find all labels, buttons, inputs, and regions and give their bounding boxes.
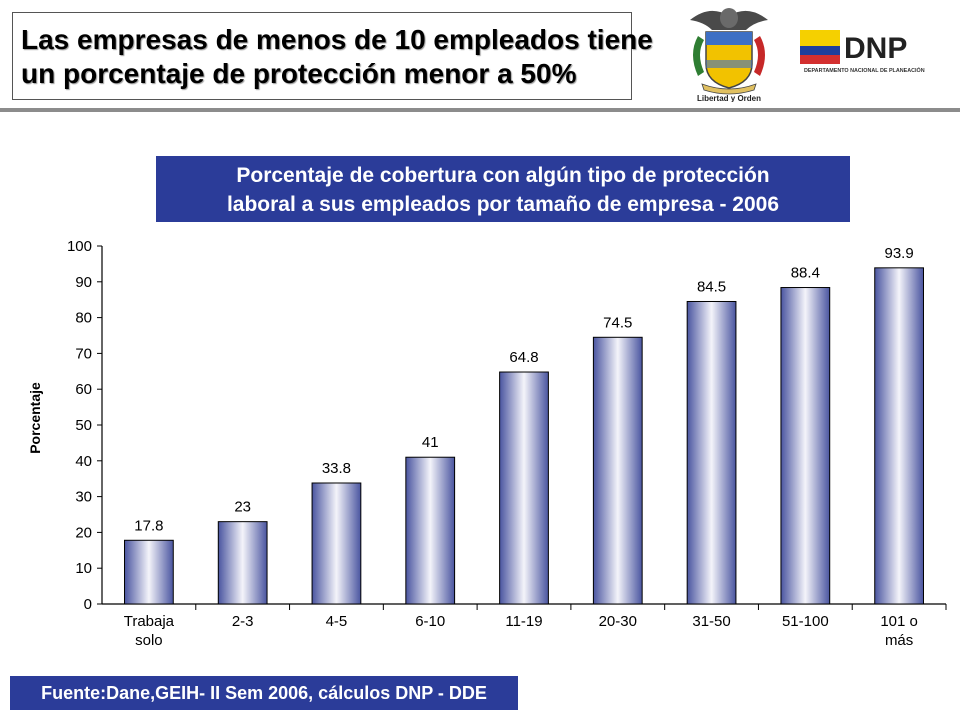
x-tick-label: 20-30 (599, 613, 637, 630)
y-axis-label: Porcentaje (27, 382, 43, 454)
data-label: 93.9 (885, 245, 914, 262)
title-box: Las empresas de menos de 10 empleados ti… (12, 12, 653, 100)
bar (686, 300, 737, 605)
chart-title-line-2: laboral a sus empleados por tamaño de em… (226, 193, 780, 216)
header-divider (0, 108, 960, 112)
data-label: 88.4 (791, 265, 820, 282)
data-label: 17.8 (134, 517, 163, 534)
page-title-line-2: un porcentaje de protección menor a 50% (21, 58, 577, 89)
y-tick-label: 10 (75, 560, 92, 577)
source-note: Fuente:Dane,GEIH- II Sem 2006, cálculos … (10, 676, 518, 710)
y-tick-label: 20 (75, 524, 92, 541)
y-tick-label: 30 (75, 489, 92, 506)
data-label: 84.5 (697, 278, 726, 295)
bar (499, 371, 549, 605)
bar (124, 539, 174, 605)
y-tick-label: 40 (75, 453, 92, 470)
data-label: 41 (422, 434, 439, 451)
data-label: 64.8 (509, 349, 538, 366)
x-tick-label: 31-50 (692, 613, 730, 630)
data-label: 23 (234, 499, 251, 516)
page-title: Las empresas de menos de 10 empleados ti… (21, 23, 653, 91)
dnp-logo-subtitle: DEPARTAMENTO NACIONAL DE PLANEACIÓN (804, 66, 925, 74)
bar-chart: Porcentaje 0 10 20 30 40 50 60 70 80 90 100 17.8 Tra… (27, 238, 947, 649)
data-label: 74.5 (603, 314, 632, 331)
y-tick-label: 50 (75, 417, 92, 434)
chart-title: Porcentaje de cobertura con algún tipo d… (156, 156, 850, 222)
chart-title-line-1: Porcentaje de cobertura con algún tipo d… (236, 164, 770, 187)
x-tick-label: 101 o (880, 613, 918, 630)
x-tick-label: 2-3 (232, 613, 254, 630)
bar (405, 456, 456, 605)
bar (780, 287, 831, 605)
x-tick-label: más (885, 632, 913, 649)
y-tick-label: 70 (75, 345, 92, 362)
data-label: 33.8 (322, 460, 351, 477)
x-tick-label: 4-5 (326, 613, 348, 630)
y-tick-label: 0 (84, 596, 92, 613)
x-tick-label: 6-10 (415, 613, 445, 630)
page-title-line-1: Las empresas de menos de 10 empleados ti… (21, 24, 653, 55)
y-tick-label: 100 (67, 238, 92, 255)
y-tick-label: 60 (75, 381, 92, 398)
bar (311, 482, 362, 605)
x-tick-label: 11-19 (505, 613, 542, 630)
dnp-logo-text: DNP (844, 32, 907, 65)
crest-motto: Libertad y Orden (697, 94, 761, 102)
y-tick-label: 90 (75, 274, 92, 291)
bar (874, 267, 924, 605)
dnp-logo: DNP DEPARTAMENTO NACIONAL DE PLANEACIÓN (800, 30, 925, 74)
bar (592, 336, 643, 605)
coat-of-arms-icon: Libertad y Orden (690, 8, 768, 102)
x-tick-label: Trabaja (124, 613, 175, 630)
x-tick-label: 51-100 (782, 613, 829, 630)
x-tick-label: solo (135, 632, 163, 649)
y-tick-label: 80 (75, 310, 92, 327)
bar (217, 521, 268, 605)
